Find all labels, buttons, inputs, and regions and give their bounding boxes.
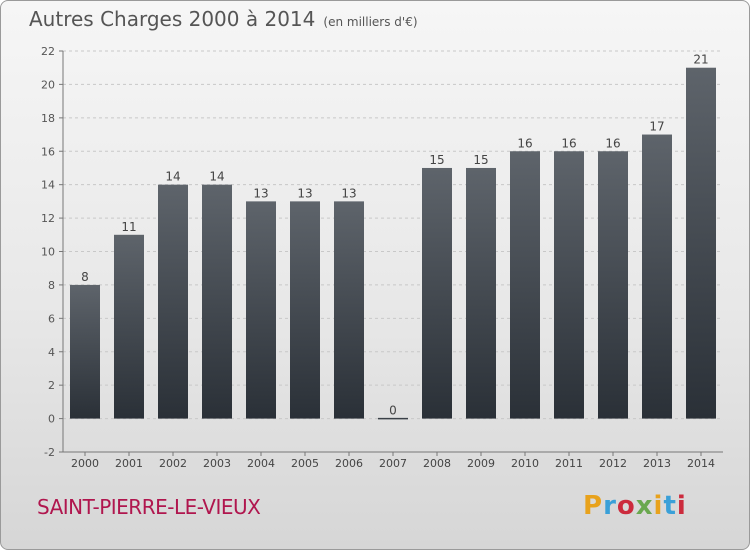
x-tick-label: 2002 bbox=[159, 457, 187, 470]
y-tick-label: 18 bbox=[41, 112, 55, 125]
value-label: 13 bbox=[297, 186, 312, 200]
value-label: 13 bbox=[341, 186, 356, 200]
value-label: 21 bbox=[693, 53, 708, 67]
bar bbox=[334, 201, 364, 419]
bar bbox=[70, 284, 100, 419]
bar bbox=[466, 167, 496, 419]
value-label: 0 bbox=[389, 404, 397, 418]
y-tick-label: -2 bbox=[44, 446, 55, 459]
bar bbox=[510, 151, 540, 419]
x-tick-label: 2013 bbox=[643, 457, 671, 470]
x-tick-label: 2008 bbox=[423, 457, 451, 470]
x-tick-label: 2007 bbox=[379, 457, 407, 470]
value-label: 13 bbox=[253, 186, 268, 200]
x-tick-label: 2005 bbox=[291, 457, 319, 470]
value-label: 16 bbox=[517, 136, 532, 150]
y-tick-label: 6 bbox=[48, 312, 55, 325]
title-text: Autres Charges 2000 à 2014 bbox=[29, 7, 316, 31]
x-tick-label: 2003 bbox=[203, 457, 231, 470]
bar bbox=[202, 184, 232, 419]
x-tick-label: 2012 bbox=[599, 457, 627, 470]
y-tick-label: 16 bbox=[41, 145, 55, 158]
bar bbox=[158, 184, 188, 419]
bar bbox=[598, 151, 628, 419]
x-tick-label: 2004 bbox=[247, 457, 275, 470]
value-label: 17 bbox=[649, 120, 664, 134]
y-tick-label: 0 bbox=[48, 413, 55, 426]
title-unit: (en milliers d'€) bbox=[323, 15, 418, 29]
x-tick-label: 2006 bbox=[335, 457, 363, 470]
value-label: 8 bbox=[81, 270, 89, 284]
bar bbox=[422, 167, 452, 419]
x-tick-label: 2000 bbox=[71, 457, 99, 470]
y-tick-label: 2 bbox=[48, 379, 55, 392]
value-label: 14 bbox=[165, 170, 180, 184]
value-label: 16 bbox=[605, 136, 620, 150]
bar bbox=[642, 134, 672, 419]
bar bbox=[554, 151, 584, 419]
y-tick-label: 10 bbox=[41, 246, 55, 259]
y-tick-label: 12 bbox=[41, 212, 55, 225]
value-label: 11 bbox=[121, 220, 136, 234]
value-label: 16 bbox=[561, 136, 576, 150]
x-tick-label: 2011 bbox=[555, 457, 583, 470]
proxiti-logo: Proxiti bbox=[583, 491, 687, 521]
y-tick-label: 14 bbox=[41, 179, 55, 192]
y-tick-label: 20 bbox=[41, 78, 55, 91]
value-label: 14 bbox=[209, 170, 224, 184]
x-tick-label: 2010 bbox=[511, 457, 539, 470]
x-tick-label: 2014 bbox=[687, 457, 715, 470]
y-tick-label: 22 bbox=[41, 45, 55, 58]
place-name: SAINT-PIERRE-LE-VIEUX bbox=[37, 495, 261, 519]
bar bbox=[686, 67, 716, 419]
value-label: 15 bbox=[429, 153, 444, 167]
bar bbox=[246, 201, 276, 419]
bar bbox=[114, 234, 144, 419]
y-tick-label: 8 bbox=[48, 279, 55, 292]
x-tick-label: 2009 bbox=[467, 457, 495, 470]
value-label: 15 bbox=[473, 153, 488, 167]
y-tick-label: 4 bbox=[48, 346, 55, 359]
x-tick-label: 2001 bbox=[115, 457, 143, 470]
chart-title: Autres Charges 2000 à 2014 (en milliers d… bbox=[29, 7, 418, 31]
bar bbox=[290, 201, 320, 419]
